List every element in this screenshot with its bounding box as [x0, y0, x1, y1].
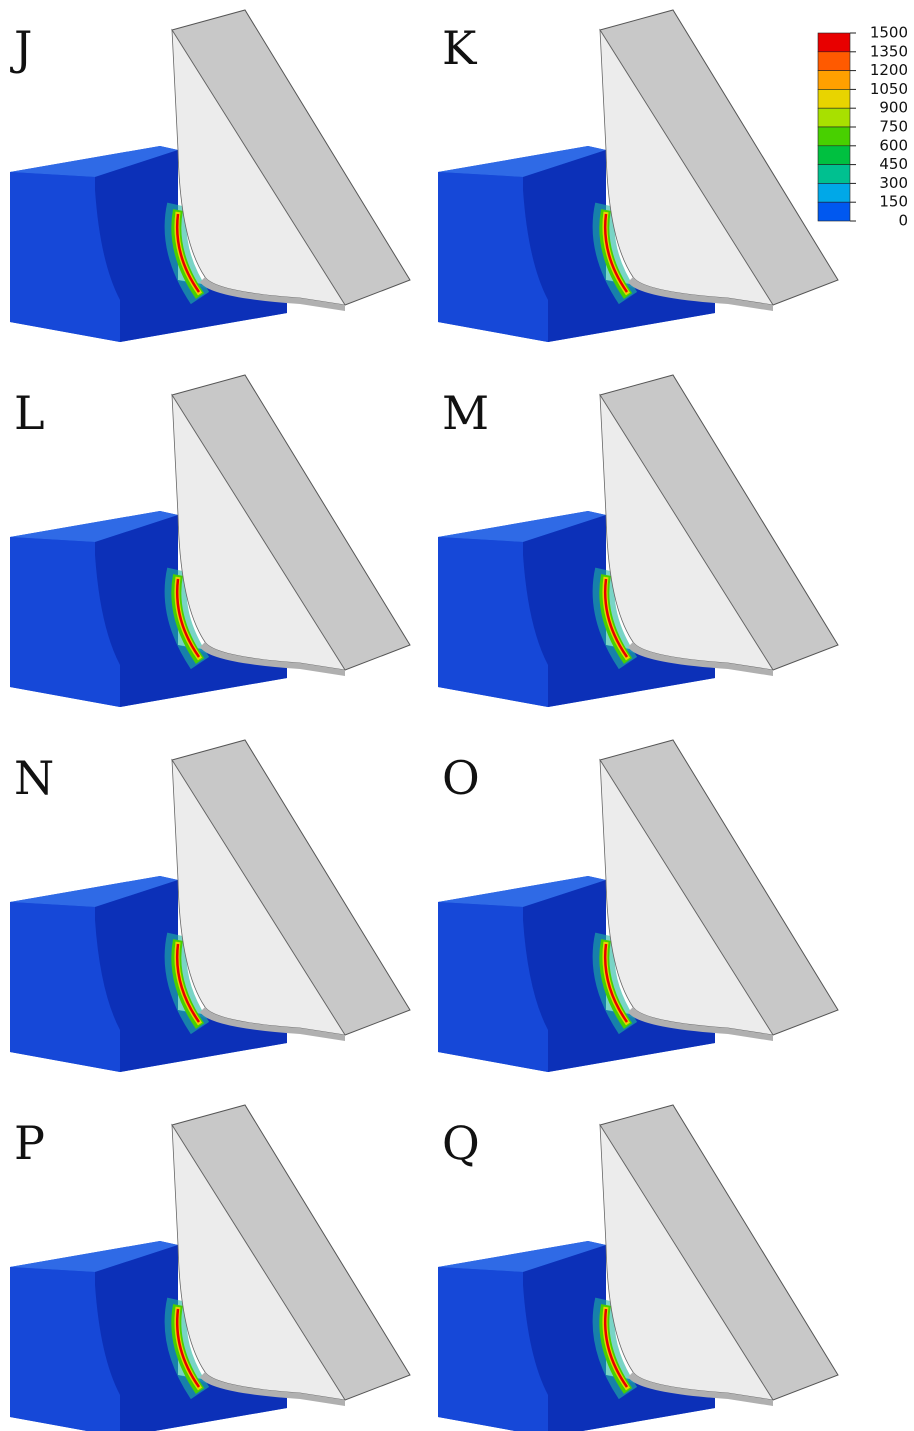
panel: Q [438, 1105, 838, 1431]
simulation-render [10, 1105, 410, 1431]
panels: J K L M N O P Q [10, 10, 838, 1431]
legend-band [818, 165, 850, 184]
panel: L [10, 375, 410, 707]
legend-band [818, 71, 850, 90]
panel-label: N [14, 751, 54, 805]
legend-band [818, 108, 850, 127]
simulation-render [10, 10, 410, 342]
legend-tick-label: 900 [879, 99, 908, 117]
legend-tick-label: 1200 [870, 61, 908, 79]
panel: N [10, 740, 410, 1072]
legend-tick-label: 300 [879, 174, 908, 192]
figure: JKLMNOPQ 1500135012001050900750600450300… [0, 0, 914, 1431]
legend-tick-label: 1500 [870, 24, 908, 42]
panel: J [10, 10, 410, 342]
panel: P [10, 1105, 410, 1431]
legend-tick-label: 0 [898, 212, 908, 230]
legend-tick-label: 450 [879, 155, 908, 173]
simulation-render [10, 740, 410, 1072]
legend-band [818, 146, 850, 165]
legend-tick-label: 1050 [870, 80, 908, 98]
simulation-render [438, 1105, 838, 1431]
panel-label: M [442, 386, 489, 440]
simulation-render [10, 375, 410, 707]
legend-tick-label: 1350 [870, 42, 908, 60]
panel-label: O [442, 751, 480, 805]
legend-band [818, 33, 850, 52]
panel: O [438, 740, 838, 1072]
legend-band [818, 127, 850, 146]
legend-tick-label: 600 [879, 136, 908, 154]
legend-band [818, 202, 850, 221]
simulation-render [438, 10, 838, 342]
panel-label: K [442, 21, 478, 75]
simulation-render [438, 375, 838, 707]
legend-band [818, 52, 850, 71]
panel-label: P [14, 1116, 45, 1170]
panel: M [438, 375, 838, 707]
legend-band [818, 89, 850, 108]
legend-tick-label: 750 [879, 118, 908, 136]
panel-label: J [10, 21, 32, 75]
simulation-render [438, 740, 838, 1072]
legend-band [818, 183, 850, 202]
panel-label: L [14, 386, 45, 440]
panel-label: Q [442, 1116, 480, 1170]
legend-tick-label: 150 [879, 193, 908, 211]
panel: K [438, 10, 838, 342]
